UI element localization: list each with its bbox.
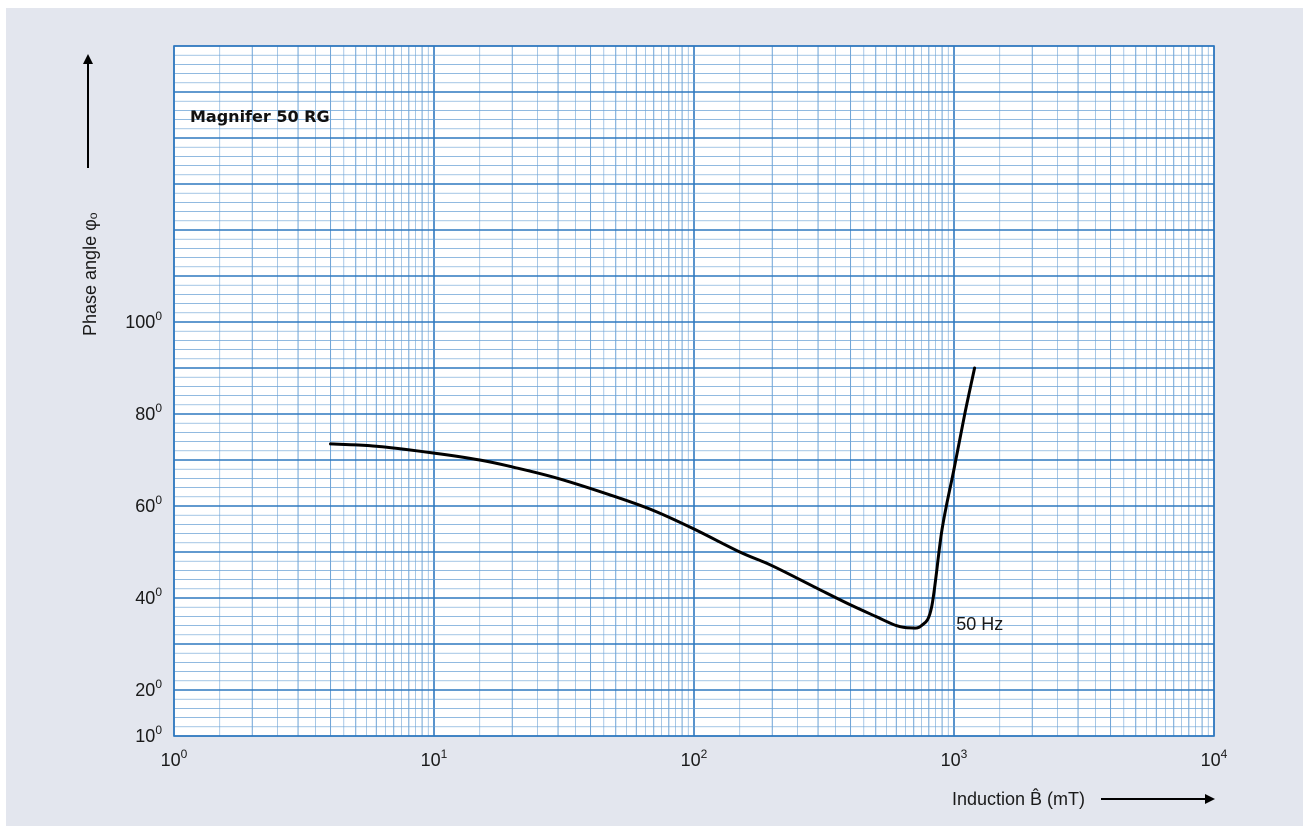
- y-tick-label-5: 1000: [125, 309, 162, 332]
- y-axis-tick-labels: 100 200 400 600 800 1000: [125, 309, 162, 746]
- y-tick-label-4: 800: [135, 401, 162, 424]
- y-tick-label-2: 400: [135, 585, 162, 608]
- x-tick-label-4: 104: [1201, 747, 1228, 770]
- chart: 100 101 102 103 104 100 200 400 600 800 1000 Magn…: [80, 45, 1228, 809]
- y-tick-label-1: 200: [135, 677, 162, 700]
- x-tick-label-1: 101: [421, 747, 448, 770]
- plot-border: [173, 45, 1215, 737]
- x-axis-title: Induction B̂ (mT): [952, 788, 1085, 809]
- y-tick-label-0: 100: [135, 723, 162, 746]
- series-label-50hz: 50 Hz: [956, 614, 1003, 634]
- x-tick-label-0: 100: [161, 747, 188, 770]
- y-tick-label-3: 600: [135, 493, 162, 516]
- x-tick-label-2: 102: [681, 747, 708, 770]
- grid: [173, 45, 1215, 737]
- series-line-50hz: [329, 366, 977, 630]
- y-axis-title: Phase angle φₒ: [80, 212, 100, 336]
- x-tick-label-3: 103: [941, 747, 968, 770]
- chart-title: Magnifer 50 RG: [190, 107, 330, 126]
- x-axis-tick-labels: 100 101 102 103 104: [161, 747, 1228, 770]
- chart-frame: 100 101 102 103 104 100 200 400 600 800 1000 Magn…: [6, 8, 1303, 826]
